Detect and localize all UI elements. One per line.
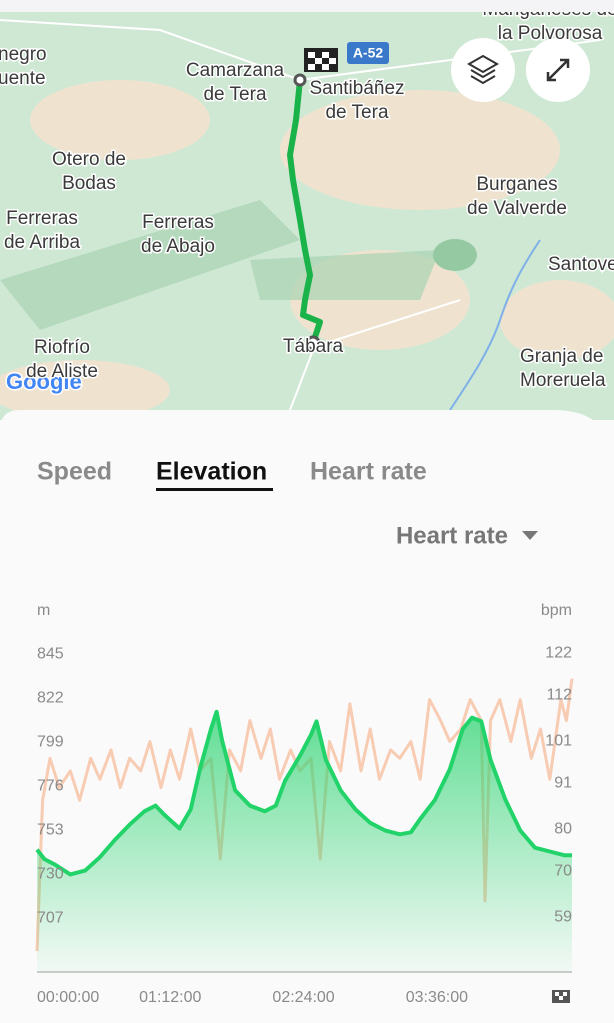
map-label: Ferreras bbox=[6, 208, 78, 229]
terrain bbox=[30, 80, 210, 160]
map-label: Camarzana bbox=[186, 60, 285, 81]
y2-axis-unit: bpm bbox=[541, 602, 572, 619]
tab[interactable]: Speed bbox=[37, 458, 112, 486]
y-tick-label: 799 bbox=[37, 734, 64, 751]
map-label: Otero de bbox=[52, 149, 126, 170]
ridge bbox=[250, 250, 440, 300]
x-tick-label: 01:12:00 bbox=[139, 989, 201, 1006]
terrain bbox=[0, 360, 170, 420]
map-label: negro bbox=[0, 44, 47, 65]
road bbox=[0, 19, 601, 82]
end-marker bbox=[293, 73, 307, 87]
x-tick-label: 00:00:00 bbox=[37, 989, 99, 1006]
map-label: de Arriba bbox=[4, 232, 80, 253]
river bbox=[449, 239, 541, 411]
area-fill bbox=[37, 711, 572, 972]
y2-tick-label: 101 bbox=[545, 733, 572, 750]
tab[interactable]: Heart rate bbox=[310, 458, 427, 486]
map-label: Riofrío bbox=[34, 337, 90, 358]
map-label: de Tera bbox=[325, 102, 388, 123]
road-label: A-52 bbox=[353, 45, 384, 61]
status-strip bbox=[0, 0, 614, 12]
start-marker bbox=[305, 335, 321, 351]
map-label: Santibáñez bbox=[309, 78, 404, 99]
layers-icon bbox=[466, 54, 500, 85]
map-label: Granja de bbox=[520, 346, 603, 367]
tab-underline bbox=[156, 488, 273, 491]
y-axis-unit: m bbox=[37, 602, 50, 619]
y-tick-label: 822 bbox=[37, 690, 64, 707]
x-tick-label: 03:36:00 bbox=[406, 989, 468, 1006]
map-logo: Google bbox=[6, 369, 82, 394]
tab-active[interactable]: Elevation bbox=[156, 458, 267, 486]
map-label: de Aliste bbox=[26, 361, 98, 382]
expand-icon bbox=[546, 58, 570, 82]
map-label: Ferreras bbox=[142, 212, 214, 233]
y-tick-label: 845 bbox=[37, 646, 64, 663]
y2-tick-label: 91 bbox=[554, 775, 572, 792]
y-tick-label: 707 bbox=[37, 910, 64, 927]
terrain bbox=[500, 280, 614, 360]
layers-button[interactable] bbox=[451, 38, 515, 102]
y2-tick-label: 70 bbox=[554, 863, 572, 880]
map-label: de Valverde bbox=[467, 198, 567, 219]
map-label: Moreruela bbox=[520, 370, 606, 391]
dropdown-arrow bbox=[522, 531, 538, 540]
y-tick-label: 730 bbox=[37, 866, 64, 883]
elevation-line bbox=[35, 709, 572, 877]
ridge bbox=[0, 200, 300, 330]
road bbox=[289, 299, 461, 411]
map-label: Bodas bbox=[62, 173, 116, 194]
terrain bbox=[280, 90, 560, 210]
chart bbox=[35, 678, 574, 972]
map-label: Burganes bbox=[476, 174, 557, 195]
y2-tick-label: 59 bbox=[554, 909, 572, 926]
y2-tick-label: 80 bbox=[554, 821, 572, 838]
y2-tick-label: 122 bbox=[545, 645, 572, 662]
end-flag bbox=[552, 990, 570, 1003]
map-label: la Polvorosa bbox=[498, 23, 603, 44]
y2-tick-label: 112 bbox=[546, 687, 572, 704]
y-tick-label: 753 bbox=[37, 822, 64, 839]
map-label: de Abajo bbox=[141, 236, 215, 257]
map-label: Tábara bbox=[283, 336, 344, 357]
map-label: Santove bbox=[548, 254, 614, 275]
y-tick-label: 776 bbox=[37, 778, 64, 795]
map-label: uente bbox=[0, 68, 46, 89]
map-label: de Tera bbox=[203, 84, 266, 105]
map[interactable]: A-52 Google negro uente Camarzana de Tera Sa… bbox=[0, 0, 614, 420]
x-tick-label: 02:24:00 bbox=[272, 989, 334, 1006]
route bbox=[287, 79, 323, 344]
road-sign bbox=[347, 42, 389, 64]
finish-flag bbox=[304, 48, 338, 72]
woods bbox=[433, 239, 477, 271]
dropdown[interactable]: Heart rate bbox=[396, 522, 508, 549]
